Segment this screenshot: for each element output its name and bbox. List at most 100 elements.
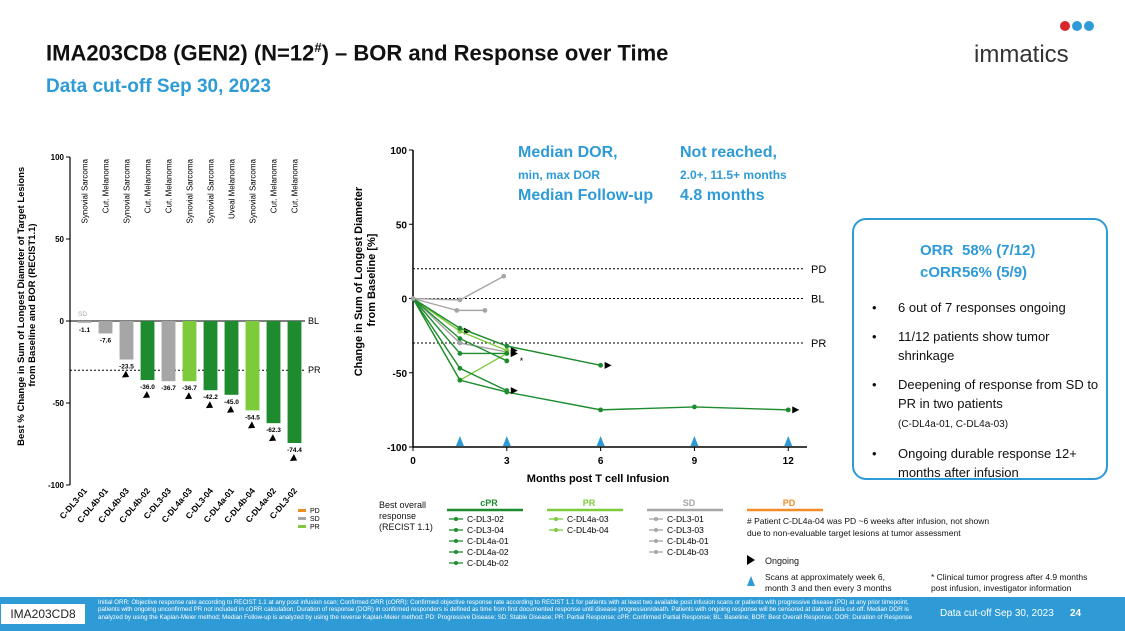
waterfall-indication-label: Cut. Melanoma: [102, 158, 111, 213]
summary-bullet: Ongoing durable response 12+ months afte…: [870, 444, 1102, 482]
legend-item-label: C-DL4a-03: [567, 514, 609, 524]
spider-x-tick-label: 12: [783, 456, 795, 467]
pd-note-line1: # Patient C-DL4a-04 was PD ~6 weeks afte…: [747, 516, 989, 526]
spider-x-tick-label: 6: [598, 456, 604, 467]
ongoing-arrow-icon: [184, 392, 193, 400]
waterfall-indication-label: Synovial Sarcoma: [123, 158, 132, 223]
legend-item-point: [454, 528, 458, 532]
legend-item-label: C-DL4b-02: [467, 558, 509, 568]
spider-ref-label: BL: [811, 294, 824, 306]
legend-item-point: [654, 550, 658, 554]
star-note-line2: post infusion, investigator information: [931, 583, 1072, 593]
logo-dot-red: [1060, 21, 1070, 31]
star-note-line1: * Clinical tumor progress after 4.9 mont…: [931, 572, 1087, 582]
waterfall-value-label: -42.2: [203, 394, 218, 401]
scans-label: Scans at approximately week 6, month 3 a…: [765, 572, 892, 593]
legend-group-label: PR: [583, 498, 596, 508]
waterfall-value-label: -54.5: [245, 414, 260, 421]
footer-tag: IMA203CD8: [0, 603, 86, 625]
waterfall-legend-swatch: [298, 509, 306, 512]
waterfall-value-label: -36.7: [182, 385, 197, 392]
legend-bor-title-line1: Best overall: [379, 500, 426, 510]
legend-item-label: C-DL3-03: [667, 525, 704, 535]
waterfall-value-label: -74.4: [287, 447, 302, 454]
waterfall-indication-label: Uveal Melanoma: [228, 158, 237, 219]
spider-point: [457, 365, 463, 371]
dor-value2: 2.0+, 11.5+ months: [680, 168, 787, 182]
legend-bor-title: Best overall response (RECIST 1.1): [379, 500, 433, 532]
corr-label: cORR: [920, 264, 962, 281]
spider-y-tick-label: -50: [393, 369, 408, 380]
footer-cutoff: Data cut-off Sep 30, 2023: [940, 608, 1054, 619]
ongoing-arrow-icon: [510, 387, 518, 395]
legend-item-point: [454, 539, 458, 543]
legend-group-label: PD: [783, 498, 796, 508]
spider-y-tick-label: -100: [387, 443, 407, 454]
spider-ylabel: Change in Sum of Longest Diameter from B…: [353, 184, 378, 377]
ongoing-arrow-icon: [205, 401, 214, 409]
spider-y-tick-label: 50: [396, 220, 408, 231]
spider-point: [504, 388, 510, 393]
spider-scan-markers: [455, 436, 793, 447]
legend-group-label: SD: [683, 498, 696, 508]
spider-x-tick-label: 9: [692, 456, 698, 467]
waterfall-y-tick-label: 100: [51, 153, 65, 162]
dor-value1: Not reached,: [680, 144, 777, 161]
ongoing-arrow-icon: [289, 454, 298, 461]
scan-triangle-icon: [784, 436, 793, 447]
spider-point: [454, 307, 460, 313]
summary-bullet: 6 out of 7 responses ongoing: [870, 298, 1102, 317]
dor-value3: 4.8 months: [680, 187, 765, 204]
spider-star-annotation: *: [520, 356, 524, 366]
spider-legend: Best overall response (RECIST 1.1) cPR C-…: [379, 498, 1090, 593]
waterfall-value-label: -23.5: [119, 364, 134, 371]
ongoing-arrow-icon: [226, 405, 235, 413]
spider-point: [482, 307, 488, 313]
spider-x-tick-label: 3: [504, 456, 510, 467]
spider-point: [457, 325, 463, 331]
summary-bullet: Deepening of response from SD to PR in t…: [870, 375, 1102, 434]
waterfall-pr-label: PR: [308, 365, 321, 375]
waterfall-legend-swatch: [298, 525, 306, 528]
spider-point: [785, 407, 791, 413]
spider-ref-label: PR: [811, 338, 826, 350]
waterfall-indication-label: Synovial Sarcoma: [186, 158, 195, 223]
waterfall-bar: [77, 321, 92, 323]
dor-label3: Median Follow-up: [518, 187, 654, 204]
footer-note: Initial ORR: Objective response rate acc…: [98, 599, 913, 621]
spider-x-tick-label: 0: [410, 456, 416, 467]
waterfall-x-labels: C-DL3-01C-DL4b-01C-DL4b-03C-DL4b-02C-DL3…: [57, 486, 299, 525]
scan-triangle-icon: [596, 436, 605, 447]
waterfall-chart: Best % Change in Sum of Longest Diameter…: [16, 153, 321, 530]
waterfall-bar: [287, 321, 302, 444]
pd-note: # Patient C-DL4a-04 was PD ~6 weeks afte…: [747, 516, 992, 538]
legend-item-label: C-DL4b-03: [667, 547, 709, 557]
waterfall-sd-marker: SD: [78, 311, 87, 318]
waterfall-bar: [245, 321, 260, 411]
waterfall-value-label: -45.0: [224, 399, 239, 406]
waterfall-value-label: -1.1: [79, 327, 91, 334]
waterfall-y-axis: 100 50 0 -50 -100: [48, 153, 71, 490]
waterfall-bar: [182, 321, 197, 382]
waterfall-bar: [224, 321, 239, 395]
waterfall-y-tick-label: 50: [55, 235, 64, 244]
footer-bar: [0, 597, 1125, 631]
waterfall-indication-label: Synovial Sarcoma: [249, 158, 258, 223]
page-number: 24: [1070, 608, 1082, 619]
company-logo: immatics: [974, 21, 1094, 68]
waterfall-ylabel: Best % Change in Sum of Longest Diameter…: [16, 164, 38, 446]
spider-point: [457, 336, 463, 341]
ongoing-arrow-icon: [142, 391, 151, 399]
summary-bullets: 6 out of 7 responses ongoing 11/12 patie…: [870, 298, 1102, 492]
spider-series-line: [412, 298, 789, 411]
scans-label-line1: Scans at approximately week 6,: [765, 572, 885, 582]
star-note: * Clinical tumor progress after 4.9 mont…: [931, 572, 1090, 593]
waterfall-indications: Synovial Sarcoma Cut. Melanoma Synovial Sa…: [81, 158, 300, 223]
scan-triangle-icon: [747, 576, 755, 586]
legend-item-point: [554, 528, 558, 532]
waterfall-y-tick-label: 0: [60, 317, 65, 326]
scan-triangle-icon: [455, 436, 464, 447]
waterfall-indication-label: Cut. Melanoma: [291, 158, 300, 213]
waterfall-value-label: -62.3: [266, 427, 281, 434]
spider-point: [598, 407, 604, 413]
